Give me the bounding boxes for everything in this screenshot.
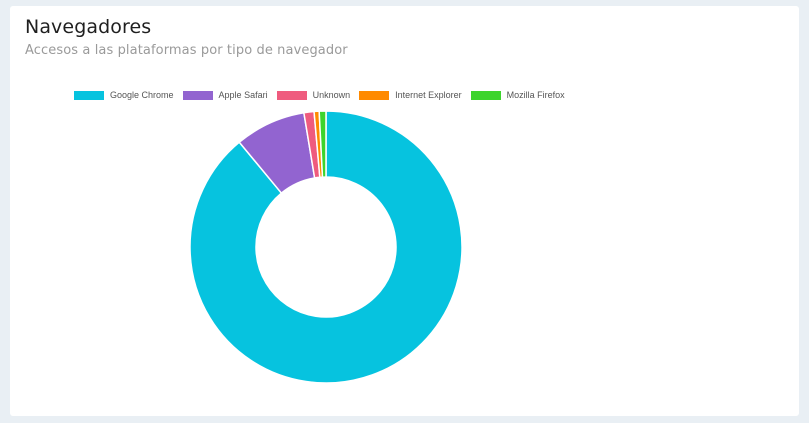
legend-item-unknown[interactable]: Unknown (276, 90, 351, 100)
legend-item-apple-safari[interactable]: Apple Safari (182, 90, 268, 100)
donut-chart (189, 110, 463, 384)
donut-slice-google-chrome[interactable] (189, 110, 463, 384)
browsers-card: Navegadores Accesos a las plataformas po… (10, 6, 799, 416)
legend-label-mozilla-firefox: Mozilla Firefox (506, 90, 565, 100)
card-title: Navegadores (25, 16, 152, 38)
card-subtitle: Accesos a las plataformas por tipo de na… (25, 43, 348, 58)
legend-item-google-chrome[interactable]: Google Chrome (74, 90, 174, 100)
legend-item-internet-explorer[interactable]: Internet Explorer (359, 90, 462, 100)
legend-swatch-mozilla-firefox (470, 90, 501, 100)
legend-swatch-apple-safari (182, 90, 213, 100)
legend-label-internet-explorer: Internet Explorer (395, 90, 462, 100)
legend-item-mozilla-firefox[interactable]: Mozilla Firefox (470, 90, 565, 100)
chart-legend: Google Chrome Apple Safari Unknown Internet… (74, 90, 574, 100)
legend-swatch-google-chrome (74, 90, 104, 100)
legend-label-apple-safari: Apple Safari (218, 90, 268, 100)
legend-swatch-internet-explorer (359, 90, 390, 100)
legend-label-unknown: Unknown (312, 90, 351, 100)
donut-slice-mozilla-firefox[interactable] (318, 110, 327, 178)
legend-swatch-unknown (276, 90, 307, 100)
legend-label-google-chrome: Google Chrome (110, 90, 174, 100)
